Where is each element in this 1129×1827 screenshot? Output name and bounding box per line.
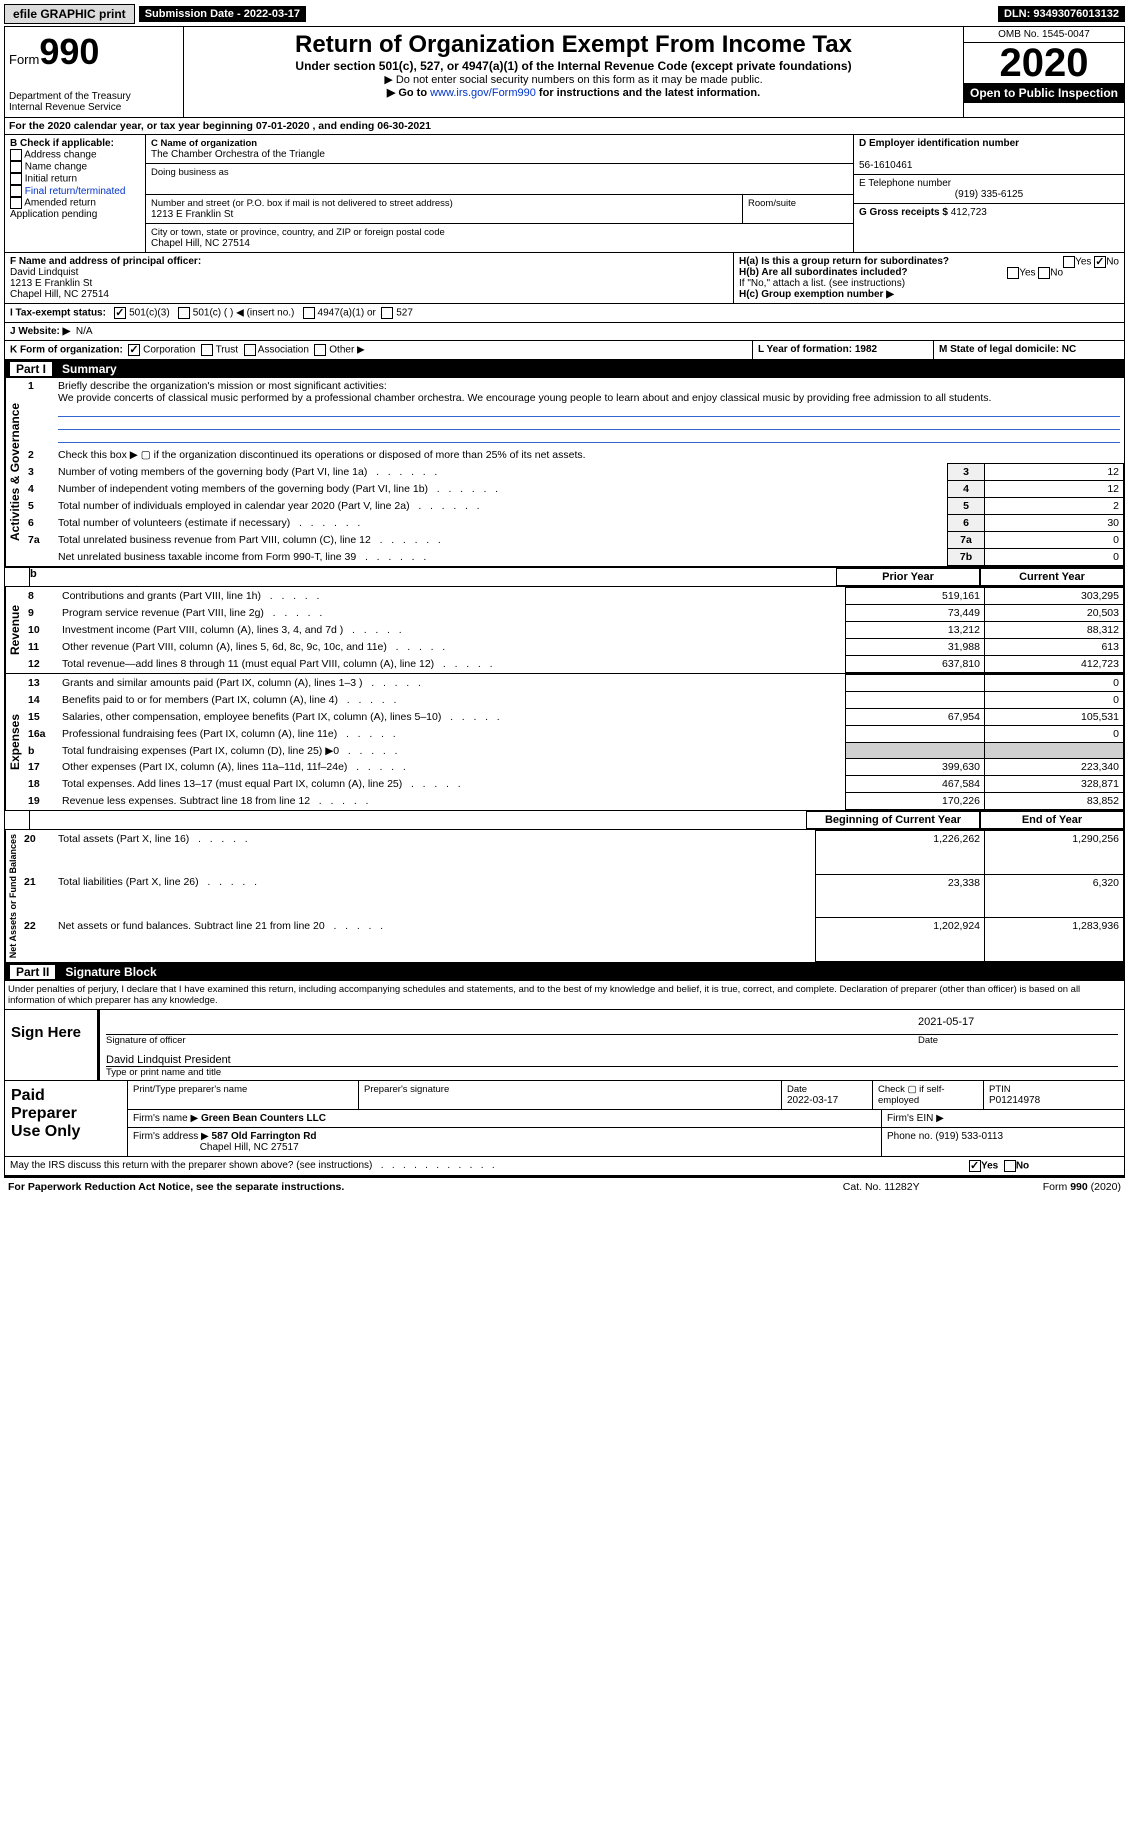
- revenue-sidelabel: Revenue: [5, 587, 24, 673]
- org-name: The Chamber Orchestra of the Triangle: [151, 149, 848, 160]
- form-subtitle: Under section 501(c), 527, or 4947(a)(1)…: [188, 59, 959, 73]
- room-suite: Room/suite: [743, 195, 853, 223]
- summary-col-headers: b Prior Year Current Year: [4, 567, 1125, 587]
- section-f-h: F Name and address of principal officer:…: [4, 253, 1125, 304]
- net-sidelabel: Net Assets or Fund Balances: [5, 830, 20, 962]
- section-k-l-m: K Form of organization: Corporation Trus…: [4, 341, 1125, 360]
- open-inspection: Open to Public Inspection: [964, 83, 1124, 103]
- irs-label: Internal Revenue Service: [9, 102, 179, 113]
- instruction-1: ▶ Do not enter social security numbers o…: [188, 73, 959, 86]
- part-2-header: Part II Signature Block: [4, 963, 1125, 981]
- street: 1213 E Franklin St: [151, 209, 737, 220]
- form-ref: Form 990 (2020): [1043, 1181, 1121, 1193]
- gross-receipts: 412,723: [951, 207, 987, 218]
- city-label: City or town, state or province, country…: [151, 227, 848, 238]
- perjury-statement: Under penalties of perjury, I declare th…: [4, 981, 1125, 1010]
- instruction-2: ▶ Go to www.irs.gov/Form990 for instruct…: [188, 86, 959, 99]
- summary-revenue: Revenue 8Contributions and grants (Part …: [4, 587, 1125, 674]
- officer-name: David Lindquist: [10, 267, 78, 278]
- dba-label: Doing business as: [151, 167, 229, 178]
- g-gross-label: G Gross receipts $: [859, 207, 948, 218]
- mission-label: Briefly describe the organization's miss…: [58, 380, 387, 392]
- dept-label: Department of the Treasury: [9, 91, 179, 102]
- footer-row: For Paperwork Reduction Act Notice, see …: [4, 1176, 1125, 1196]
- form-number: Form990: [9, 31, 179, 73]
- section-a: For the 2020 calendar year, or tax year …: [4, 118, 1125, 135]
- d-ein-label: D Employer identification number: [859, 138, 1019, 149]
- summary-expenses: Expenses 13Grants and similar amounts pa…: [4, 674, 1125, 811]
- section-b-c-d: B Check if applicable: Address change Na…: [4, 135, 1125, 253]
- efile-print-button[interactable]: efile GRAPHIC print: [4, 4, 135, 24]
- phone: (919) 335-6125: [859, 189, 1119, 200]
- form-title: Return of Organization Exempt From Incom…: [188, 31, 959, 59]
- paperwork-notice: For Paperwork Reduction Act Notice, see …: [8, 1181, 843, 1193]
- summary-governance: Activities & Governance 1 Briefly descri…: [4, 378, 1125, 567]
- form-header: Form990 Department of the Treasury Inter…: [4, 26, 1125, 118]
- tax-year: 2020: [964, 43, 1124, 83]
- section-j: J Website: ▶ N/A: [4, 323, 1125, 341]
- part-1-header: Part I Summary: [4, 360, 1125, 378]
- officer-signature-name: David Lindquist President: [106, 1054, 1118, 1067]
- mission-text: We provide concerts of classical music p…: [58, 392, 991, 404]
- city: Chapel Hill, NC 27514: [151, 238, 848, 249]
- dln-label: DLN: 93493076013132: [998, 6, 1125, 22]
- section-i: I Tax-exempt status: 501(c)(3) 501(c) ( …: [4, 304, 1125, 323]
- governance-sidelabel: Activities & Governance: [5, 378, 24, 566]
- expenses-sidelabel: Expenses: [5, 674, 24, 810]
- submission-date-label: Submission Date - 2022-03-17: [139, 6, 306, 22]
- topbar: efile GRAPHIC print Submission Date - 20…: [4, 4, 1125, 24]
- street-label: Number and street (or P.O. box if mail i…: [151, 198, 737, 209]
- officer-street: 1213 E Franklin St: [10, 278, 92, 289]
- section-b-label: B Check if applicable:: [10, 138, 114, 149]
- summary-net-headers: Beginning of Current Year End of Year: [4, 811, 1125, 830]
- e-phone-label: E Telephone number: [859, 178, 951, 189]
- c-name-label: C Name of organization: [151, 138, 848, 149]
- ein: 56-1610461: [859, 160, 912, 171]
- discuss-row: May the IRS discuss this return with the…: [4, 1157, 1125, 1176]
- sign-here-label: Sign Here: [5, 1010, 98, 1080]
- f-label: F Name and address of principal officer:: [10, 256, 201, 267]
- cat-no: Cat. No. 11282Y: [843, 1181, 1043, 1193]
- form990-link[interactable]: www.irs.gov/Form990: [430, 87, 536, 99]
- sign-here-block: Sign Here 2021-05-17 Signature of office…: [4, 1010, 1125, 1081]
- paid-preparer-block: Paid Preparer Use Only Print/Type prepar…: [4, 1081, 1125, 1157]
- summary-net: Net Assets or Fund Balances 20Total asse…: [4, 830, 1125, 963]
- officer-city: Chapel Hill, NC 27514: [10, 289, 109, 300]
